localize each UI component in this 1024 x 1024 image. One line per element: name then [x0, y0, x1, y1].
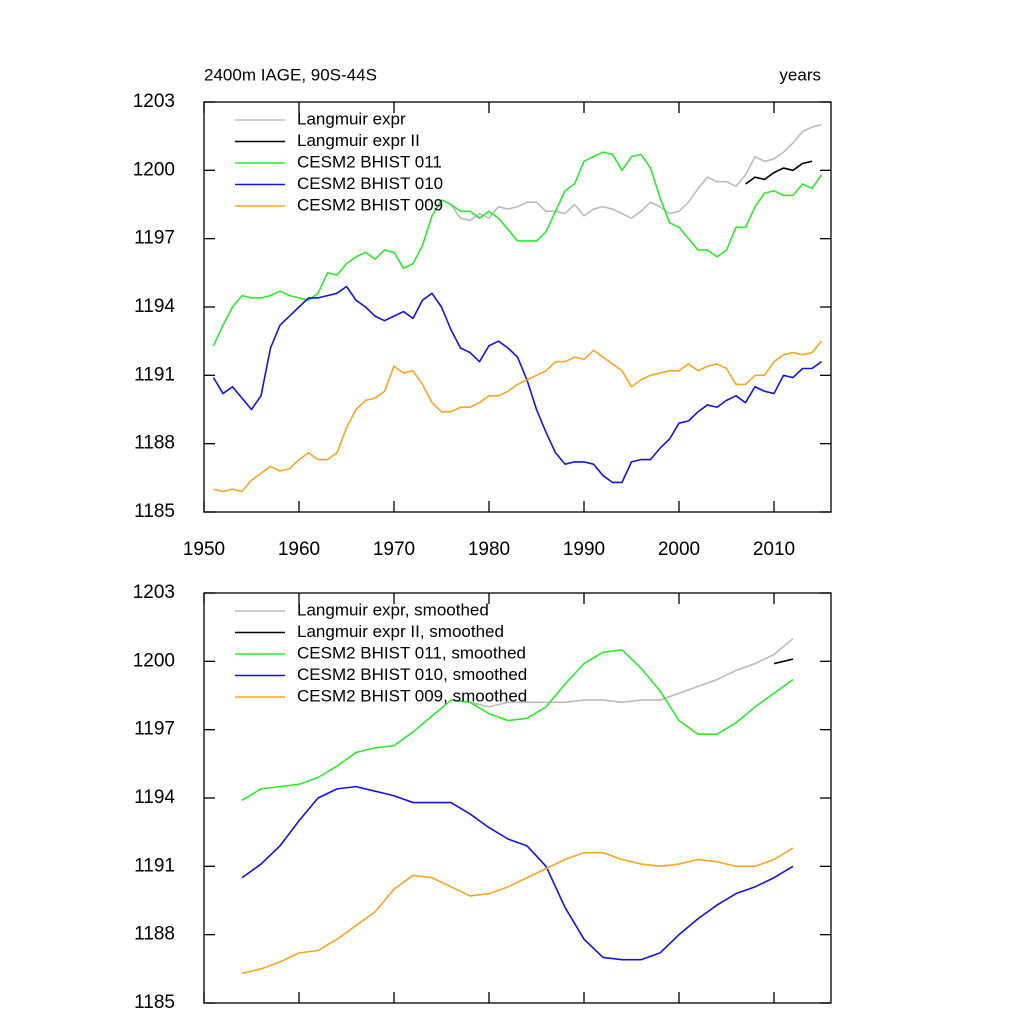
- legend-label: Langmuir expr II, smoothed: [297, 622, 504, 641]
- series-line: [745, 160, 813, 185]
- y-tick-label: 1197: [134, 228, 175, 249]
- legend-label: CESM2 BHIST 011, smoothed: [297, 643, 526, 662]
- legend-label: CESM2 BHIST 009, smoothed: [297, 686, 527, 705]
- y-tick-label: 1194: [134, 296, 175, 317]
- x-tick-label: 1990: [563, 539, 605, 560]
- y-tick-label: 1185: [134, 501, 175, 522]
- y-tick-label: 1191: [134, 855, 175, 876]
- series-line: [241, 847, 794, 975]
- x-tick-label: 2000: [658, 539, 700, 560]
- series-line: [212, 151, 823, 347]
- x-tick-label: 1950: [183, 539, 225, 560]
- y-tick-label: 1191: [134, 364, 175, 385]
- series-line: [213, 340, 823, 493]
- series-line: [241, 785, 794, 961]
- legend-label: CESM2 BHIST 010, smoothed: [297, 665, 527, 684]
- series-line: [241, 649, 794, 801]
- series-line: [450, 124, 822, 222]
- legend-label: Langmuir expr II: [297, 131, 420, 150]
- y-tick-label: 1185: [134, 992, 175, 1013]
- series-line: [212, 285, 822, 484]
- series-line: [773, 658, 794, 665]
- legend-label: Langmuir expr, smoothed: [297, 600, 489, 619]
- legend-label: CESM2 BHIST 010: [297, 174, 443, 193]
- y-tick-label: 1188: [134, 924, 175, 945]
- x-tick-label: 2010: [753, 539, 795, 560]
- x-tick-label: 1980: [468, 539, 510, 560]
- y-tick-label: 1194: [134, 787, 175, 808]
- y-tick-label: 1203: [133, 91, 175, 112]
- legend-label: CESM2 BHIST 011: [297, 152, 442, 171]
- series-line: [469, 637, 794, 708]
- units-label: years: [779, 65, 821, 84]
- y-tick-label: 1188: [134, 433, 175, 454]
- y-tick-label: 1200: [133, 159, 175, 180]
- legend-label: Langmuir expr: [297, 109, 406, 128]
- legend-label: CESM2 BHIST 009: [297, 195, 443, 214]
- x-tick-label: 1960: [278, 539, 320, 560]
- x-tick-label: 1970: [373, 539, 415, 560]
- y-tick-label: 1203: [133, 582, 175, 603]
- chart-title: 2400m IAGE, 90S-44S: [204, 65, 377, 84]
- y-tick-label: 1200: [133, 650, 175, 671]
- y-tick-label: 1197: [134, 719, 175, 740]
